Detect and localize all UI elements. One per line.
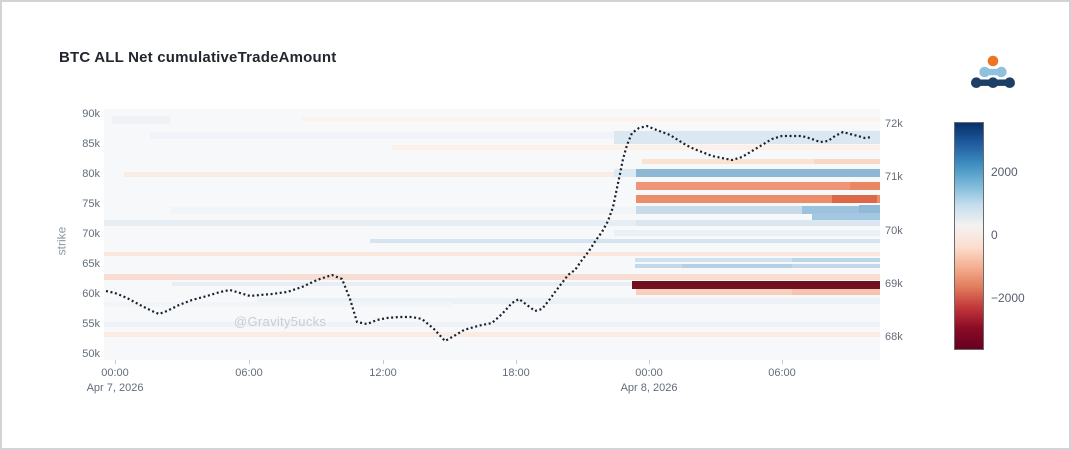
- heatmap-band: [850, 182, 880, 190]
- heatmap-band: [392, 145, 880, 150]
- heatmap-band: [636, 169, 880, 177]
- heatmap-band: [832, 195, 877, 203]
- logo-dot: [987, 55, 999, 67]
- heatmap-band: [632, 281, 880, 289]
- heatmap-band: [370, 239, 880, 243]
- strike-axis-title: strike: [54, 226, 69, 256]
- x-axis-tick-label: 18:00: [502, 367, 530, 379]
- x-axis-tick-mark: [383, 360, 384, 364]
- x-axis-tick-label: 00:00: [635, 367, 663, 379]
- heatmap-band: [112, 116, 170, 124]
- heatmap-band: [170, 207, 636, 214]
- logo-dot: [987, 77, 999, 88]
- left-axis-tick-label: 80k: [82, 168, 100, 180]
- left-axis-tick-label: 75k: [82, 198, 100, 210]
- right-axis-tick-label: 72k: [885, 118, 903, 130]
- left-axis-tick-label: 65k: [82, 258, 100, 270]
- heatmap-band: [636, 182, 880, 190]
- heatmap-band: [104, 332, 880, 337]
- x-axis-tick-label: 00:00: [101, 367, 129, 379]
- left-axis-tick-label: 85k: [82, 138, 100, 150]
- x-axis-tick-mark: [115, 360, 116, 364]
- right-axis-tick-label: 68k: [885, 331, 903, 343]
- x-axis-date-label: Apr 7, 2026: [86, 382, 144, 394]
- colorbar-tick-label: 2000: [991, 164, 1018, 179]
- left-axis-tick-label: 70k: [82, 228, 100, 240]
- heatmap-band: [172, 282, 632, 286]
- logo-connector: [984, 68, 1002, 76]
- colorbar: [954, 122, 984, 350]
- x-axis-tick-label: 12:00: [369, 367, 397, 379]
- logo-dot: [996, 66, 1007, 78]
- x-axis-tick-mark: [249, 360, 250, 364]
- heatmap-band: [792, 289, 880, 295]
- heatmap-band: [150, 132, 614, 139]
- x-axis-tick-mark: [782, 360, 783, 364]
- left-axis-tick-label: 50k: [82, 348, 100, 360]
- heatmap-band: [104, 302, 452, 307]
- logo-dot: [1004, 77, 1015, 88]
- heatmap-band: [614, 169, 636, 177]
- brand-logo: [971, 55, 1015, 88]
- heatmap-band: [792, 258, 880, 262]
- heatmap-band: [302, 117, 880, 121]
- colorbar-tick-label: −2000: [991, 291, 1025, 306]
- heatmap-band: [614, 230, 880, 236]
- left-axis-tick-label: 55k: [82, 318, 100, 330]
- logo-dot: [979, 66, 990, 78]
- x-axis-date-label: Apr 8, 2026: [620, 382, 678, 394]
- heatmap-plot[interactable]: @Gravity5ucks: [104, 109, 880, 360]
- heatmap-band: [104, 274, 880, 280]
- heatmap-band: [104, 252, 880, 256]
- watermark: @Gravity5ucks: [234, 314, 327, 329]
- page-title: BTC ALL Net cumulativeTradeAmount: [59, 49, 337, 66]
- x-axis-tick-label: 06:00: [235, 367, 263, 379]
- x-axis-tick-mark: [649, 360, 650, 364]
- right-axis-tick-label: 69k: [885, 278, 903, 290]
- heatmap-band: [104, 322, 880, 327]
- right-axis-tick-label: 70k: [885, 225, 903, 237]
- heatmap-band: [124, 172, 636, 177]
- left-axis-tick-label: 60k: [82, 288, 100, 300]
- right-axis-tick-label: 71k: [885, 171, 903, 183]
- heatmap-band: [814, 159, 880, 164]
- heatmap-band: [614, 131, 880, 144]
- heatmap-band: [812, 213, 880, 220]
- x-axis-tick-mark: [516, 360, 517, 364]
- logo-dot: [971, 77, 982, 88]
- colorbar-tick-label: 0: [991, 228, 998, 243]
- heatmap-band: [682, 264, 792, 268]
- heatmap-band: [636, 220, 880, 226]
- left-axis-tick-label: 90k: [82, 108, 100, 120]
- x-axis-tick-label: 06:00: [768, 367, 796, 379]
